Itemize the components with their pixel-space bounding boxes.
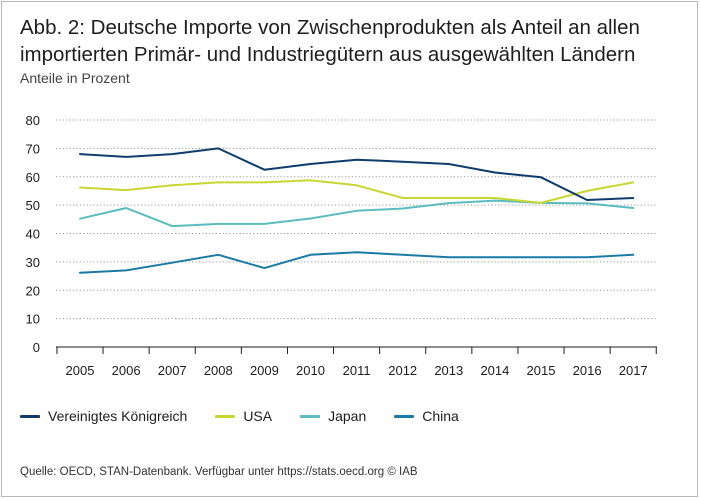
y-tick-label: 50 [26, 198, 40, 213]
x-tick-label: 2006 [112, 363, 141, 378]
series-line-japan [79, 199, 635, 228]
legend-swatch [394, 414, 415, 418]
series-line-usa [79, 179, 635, 204]
y-axis-unit-label: Anteile in Prozent [20, 70, 130, 86]
x-tick-label: 2012 [388, 363, 417, 378]
y-tick-label: 70 [26, 141, 40, 156]
legend-label: China [422, 408, 459, 424]
x-tick-label: 2010 [296, 363, 325, 378]
y-tick-label: 10 [26, 312, 40, 327]
x-tick-label: 2016 [573, 363, 602, 378]
legend-swatch [20, 414, 40, 418]
x-tick-label: 2017 [619, 363, 648, 378]
x-tick-label: 2014 [480, 363, 509, 378]
x-tick-label: 2009 [250, 363, 279, 378]
legend-item: Japan [300, 408, 366, 424]
source-note: Quelle: OECD, STAN-Datenbank. Verfügbar … [20, 466, 418, 478]
legend-item: USA [215, 408, 272, 424]
chart-title: Abb. 2: Deutsche Importe von Zwischenpro… [20, 16, 640, 66]
x-tick-label: 2013 [434, 363, 463, 378]
chart-legend: Vereinigtes Königreich USA Japan China [20, 406, 487, 426]
y-tick-label: 30 [26, 255, 40, 270]
legend-swatch [215, 414, 236, 418]
legend-swatch [300, 414, 321, 418]
series-line-china [79, 251, 635, 274]
x-tick-label: 2011 [343, 363, 371, 378]
legend-label: Japan [328, 408, 367, 424]
x-tick-label: 2005 [66, 363, 95, 378]
legend-label: Vereinigtes Königreich [48, 408, 188, 424]
legend-item: Vereinigtes Königreich [20, 408, 187, 424]
legend-item: China [394, 408, 459, 424]
y-tick-label: 20 [26, 283, 40, 298]
y-tick-label: 0 [33, 340, 40, 355]
x-tick-label: 2008 [204, 363, 233, 378]
y-tick-label: 40 [26, 227, 40, 242]
legend-label: USA [243, 408, 273, 424]
x-tick-label: 2007 [158, 363, 187, 378]
x-tick-label: 2015 [527, 363, 556, 378]
y-tick-label: 80 [26, 113, 40, 128]
series-line-vereinigtes-k-nigreich [79, 147, 635, 201]
y-tick-label: 60 [26, 170, 40, 185]
